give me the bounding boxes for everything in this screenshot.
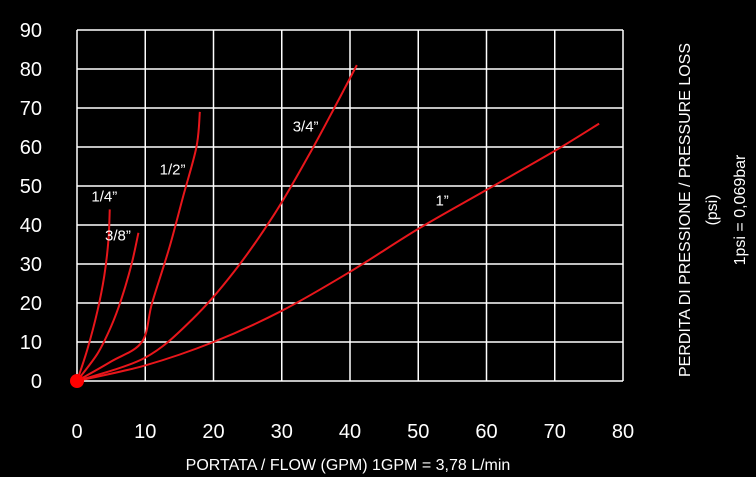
x-tick-label: 10 xyxy=(134,421,156,443)
x-tick-label: 40 xyxy=(339,421,361,443)
curve-label: 1/4” xyxy=(91,189,117,206)
x-tick-label: 80 xyxy=(612,421,634,443)
x-axis-title: PORTATA / FLOW (GPM) 1GPM = 3,78 L/min xyxy=(186,457,511,474)
x-tick-label: 30 xyxy=(271,421,293,443)
x-tick-label: 70 xyxy=(544,421,566,443)
y-tick-label: 0 xyxy=(31,371,42,393)
y-tick-label: 80 xyxy=(20,59,42,81)
y-tick-label: 70 xyxy=(20,98,42,120)
y-tick-label: 40 xyxy=(20,215,42,237)
x-tick-label: 0 xyxy=(71,421,82,443)
origin-marker xyxy=(70,374,84,388)
curve-label: 3/4” xyxy=(293,118,319,135)
y-tick-label: 60 xyxy=(20,137,42,159)
x-tick-label: 20 xyxy=(202,421,224,443)
y-tick-label: 90 xyxy=(20,20,42,42)
series-line-4 xyxy=(76,122,600,382)
x-tick-label: 60 xyxy=(475,421,497,443)
curve-label: 1” xyxy=(435,193,448,210)
x-tick-labels: 0 10 20 30 40 50 60 70 80 xyxy=(71,421,634,443)
y-tick-label: 30 xyxy=(20,254,42,276)
y-axis-title: PERDITA DI PRESSIONE / PRESSURE LOSS xyxy=(677,43,694,377)
y-tick-labels: 0 10 20 30 40 50 60 70 80 90 xyxy=(20,20,42,393)
series-lines xyxy=(76,64,600,382)
y-tick-label: 10 xyxy=(20,332,42,354)
y-axis-conversion-note: 1psi = 0,069bar xyxy=(732,154,749,265)
curve-label: 3/8” xyxy=(105,228,131,245)
y-tick-label: 20 xyxy=(20,293,42,315)
y-tick-label: 50 xyxy=(20,176,42,198)
curve-label: 1/2” xyxy=(160,161,186,178)
series-line-2 xyxy=(76,111,201,382)
series-line-1 xyxy=(76,232,140,382)
curve-labels: 1/4” 3/8” 1/2” 3/4” 1” xyxy=(91,118,448,244)
y-axis-unit: (psi) xyxy=(704,194,721,225)
series-line-0 xyxy=(76,209,111,382)
grid xyxy=(76,29,624,382)
series-line-3 xyxy=(76,64,358,382)
x-tick-label: 50 xyxy=(407,421,429,443)
